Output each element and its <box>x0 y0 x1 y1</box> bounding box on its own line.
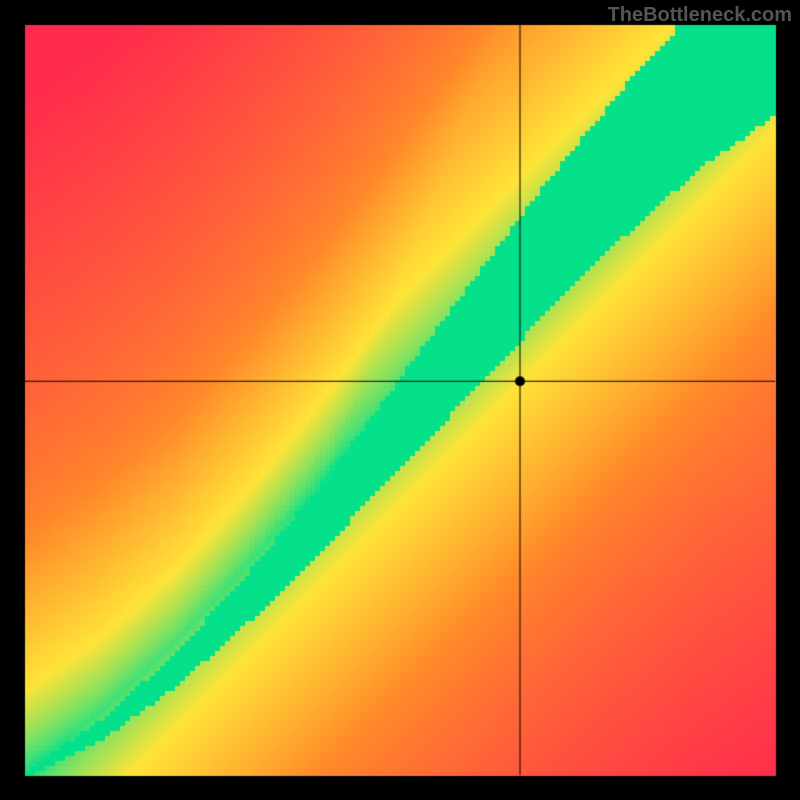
figure-container: { "watermark": { "text": "TheBottleneck.… <box>0 0 800 800</box>
watermark-text: TheBottleneck.com <box>608 4 792 27</box>
heatmap-canvas <box>0 0 800 800</box>
